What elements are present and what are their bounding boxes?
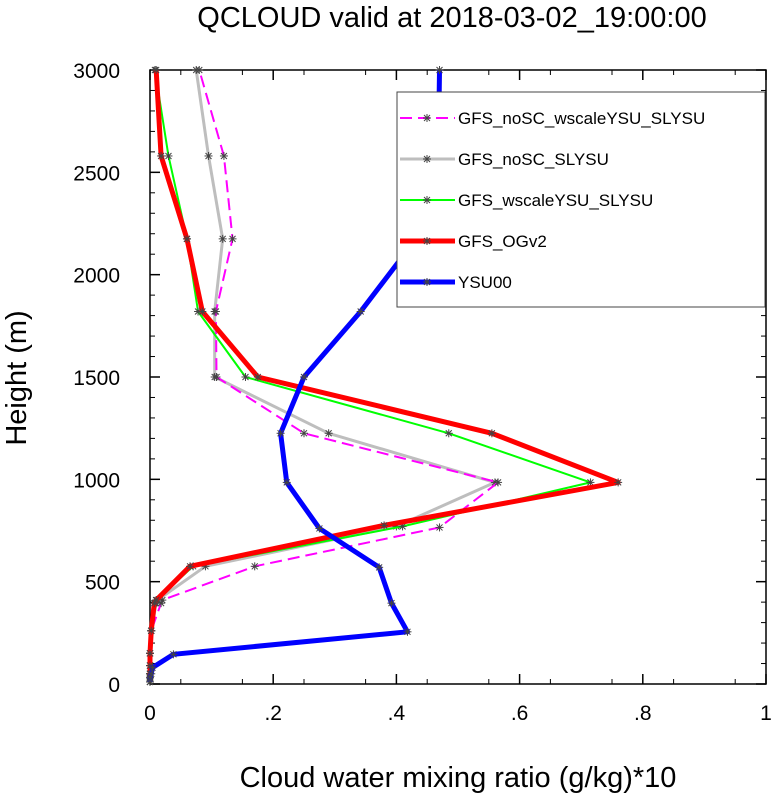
star-marker [147,626,156,635]
star-marker [204,151,213,160]
y-tick-label: 1500 [73,367,120,390]
star-marker [169,650,178,659]
legend-label: GFS_OGv2 [458,232,547,251]
star-marker [494,478,503,487]
legend-item: GFS_OGv2 [400,232,547,251]
star-marker [423,278,431,286]
star-marker [152,66,161,74]
star-marker [152,596,161,605]
y-tick-label: 0 [108,674,120,697]
legend-item: GFS_noSC_SLYSU [400,150,609,169]
star-marker [423,196,431,204]
legend-item: GFS_noSC_wscaleYSU_SLYSU [400,109,705,128]
star-marker [198,307,207,316]
star-marker [253,373,262,381]
series-line [147,69,443,682]
star-marker [423,237,431,245]
y-tick-label: 2500 [73,162,120,185]
legend-label: YSU00 [458,273,512,292]
star-marker [324,429,333,438]
star-marker [157,151,166,160]
legend-label: GFS_noSC_SLYSU [458,150,609,169]
y-tick-label: 2000 [73,265,120,288]
star-marker [315,524,324,533]
star-marker [211,307,220,316]
series-layer [146,66,623,686]
star-marker [423,155,431,163]
star-marker [387,599,396,608]
star-marker [241,373,250,381]
star-marker [147,669,156,678]
x-tick-label: .2 [264,702,282,725]
star-marker [212,373,221,381]
x-tick-label: .4 [388,702,406,725]
star-marker [186,562,195,571]
y-tick-label: 500 [85,572,120,595]
star-marker [218,234,227,243]
legend-box [396,91,766,308]
star-marker [195,66,204,74]
star-marker [435,523,444,532]
x-tick-label: .8 [634,702,652,725]
star-marker [164,151,173,160]
star-marker [276,429,285,438]
legend-item: YSU00 [400,273,512,292]
star-marker [148,663,157,672]
y-axis-label: Height (m) [1,310,33,445]
star-marker [423,114,431,122]
star-marker [380,521,389,530]
star-marker [614,478,623,487]
axis-ticks: 0 .2 .4 .6 .8 1 0 500 1000 1500 2000 2500 3000 [73,60,772,725]
star-marker [444,429,453,438]
star-marker [487,429,496,438]
star-marker [403,627,412,636]
legend: GFS_noSC_wscaleYSU_SLYSU GFS_noSC_SLYSU GF… [396,91,766,308]
y-tick-label: 1000 [73,469,120,492]
star-marker [435,66,444,74]
series-YSU00 [146,66,444,686]
x-tick-label: .6 [511,702,529,725]
star-marker [250,562,259,571]
star-marker [219,151,228,160]
legend-item: GFS_wscaleYSU_SLYSU [400,191,653,210]
legend-label: GFS_noSC_wscaleYSU_SLYSU [458,109,705,128]
x-axis-label: Cloud water mixing ratio (g/kg)*10 [240,762,677,794]
star-marker [300,373,308,381]
star-marker [300,429,308,438]
star-marker [228,234,237,243]
star-marker [282,478,291,487]
star-marker [356,307,365,316]
star-marker [375,563,384,572]
x-tick-label: 0 [144,702,156,725]
chart-title: QCLOUD valid at 2018-03-02_19:00:00 [197,2,706,34]
legend-label: GFS_wscaleYSU_SLYSU [458,191,653,210]
star-marker [146,649,154,658]
y-tick-label: 3000 [73,60,120,83]
star-marker [182,234,191,243]
x-tick-label: 1 [760,702,772,725]
